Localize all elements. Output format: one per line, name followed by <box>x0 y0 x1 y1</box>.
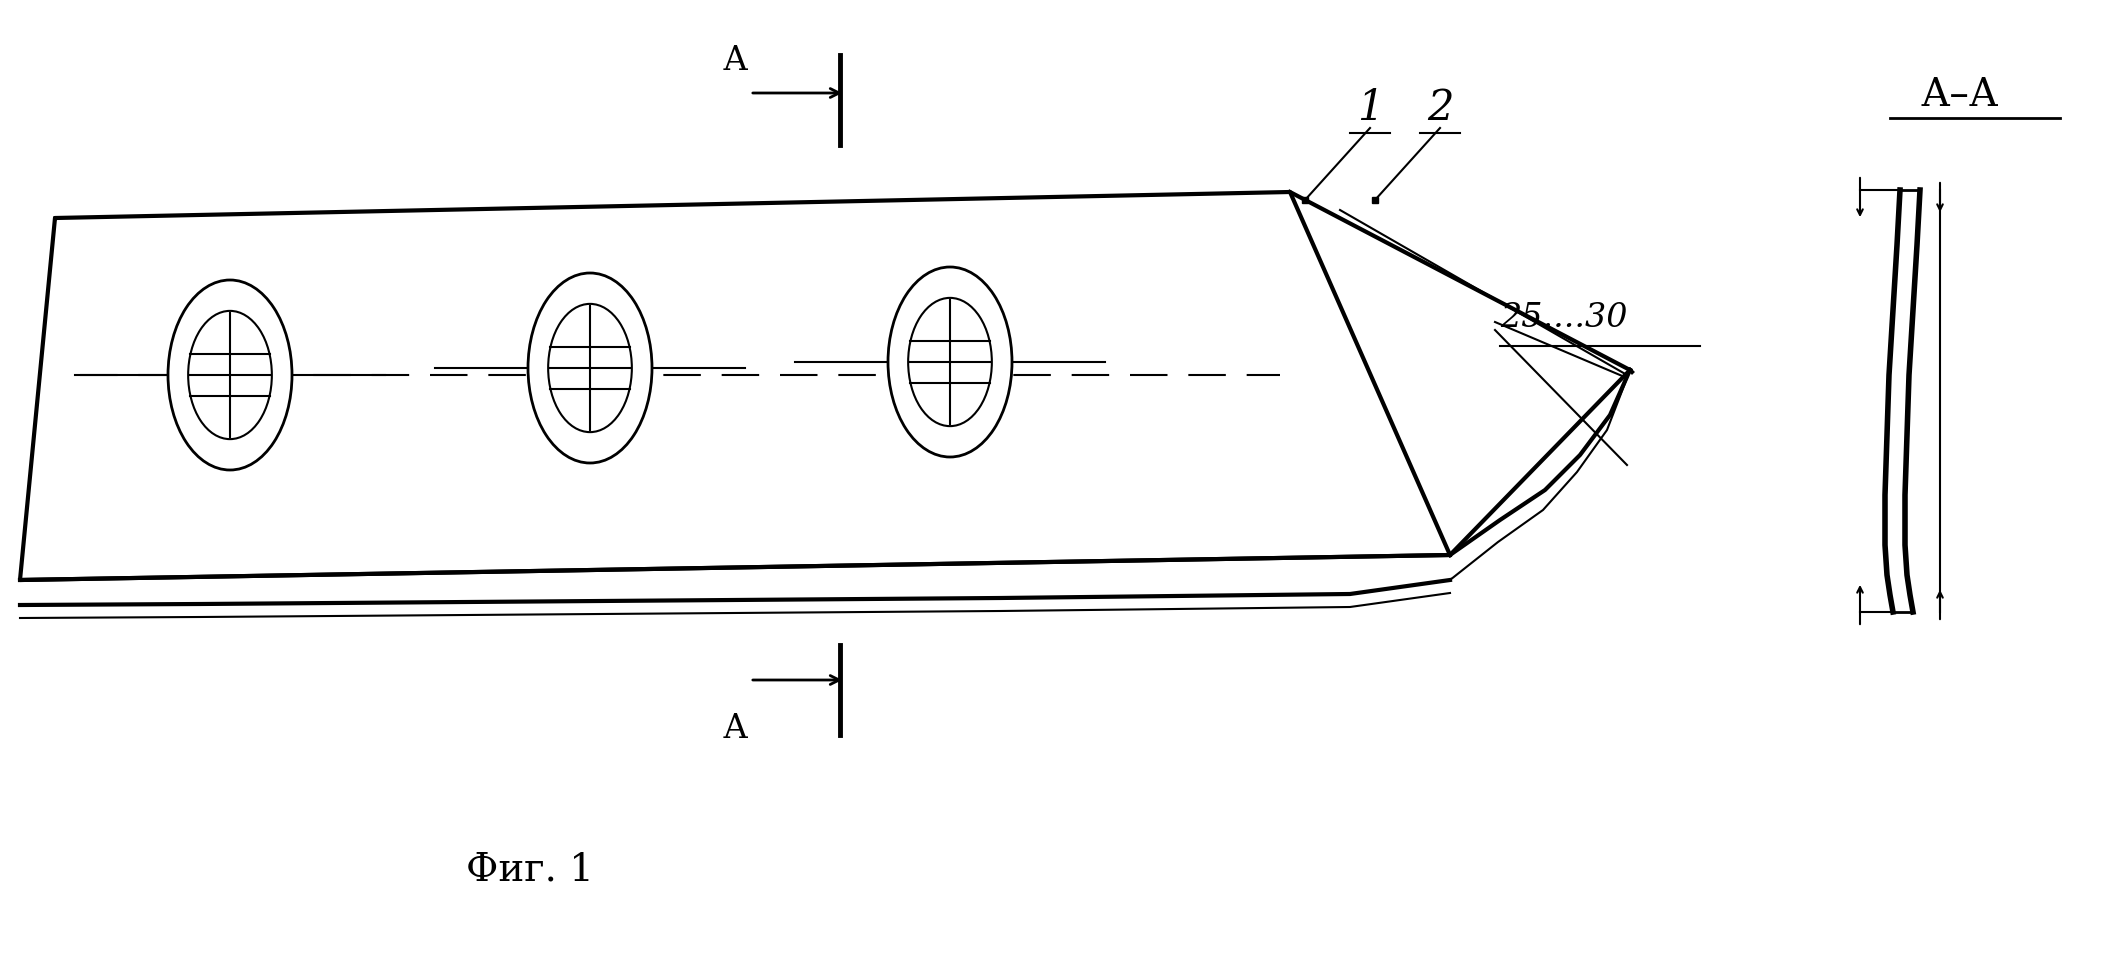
Text: Фиг. 1: Фиг. 1 <box>465 852 594 888</box>
Ellipse shape <box>548 304 632 433</box>
Text: 1: 1 <box>1356 87 1383 129</box>
Text: А–А: А–А <box>1920 77 1999 114</box>
Ellipse shape <box>167 280 292 470</box>
Ellipse shape <box>907 298 992 426</box>
Ellipse shape <box>188 311 273 439</box>
Text: А: А <box>723 45 747 77</box>
Text: 25....30: 25....30 <box>1500 302 1629 334</box>
Ellipse shape <box>529 273 651 463</box>
Text: А: А <box>723 713 747 745</box>
Ellipse shape <box>888 267 1011 457</box>
Text: 2: 2 <box>1428 87 1453 129</box>
